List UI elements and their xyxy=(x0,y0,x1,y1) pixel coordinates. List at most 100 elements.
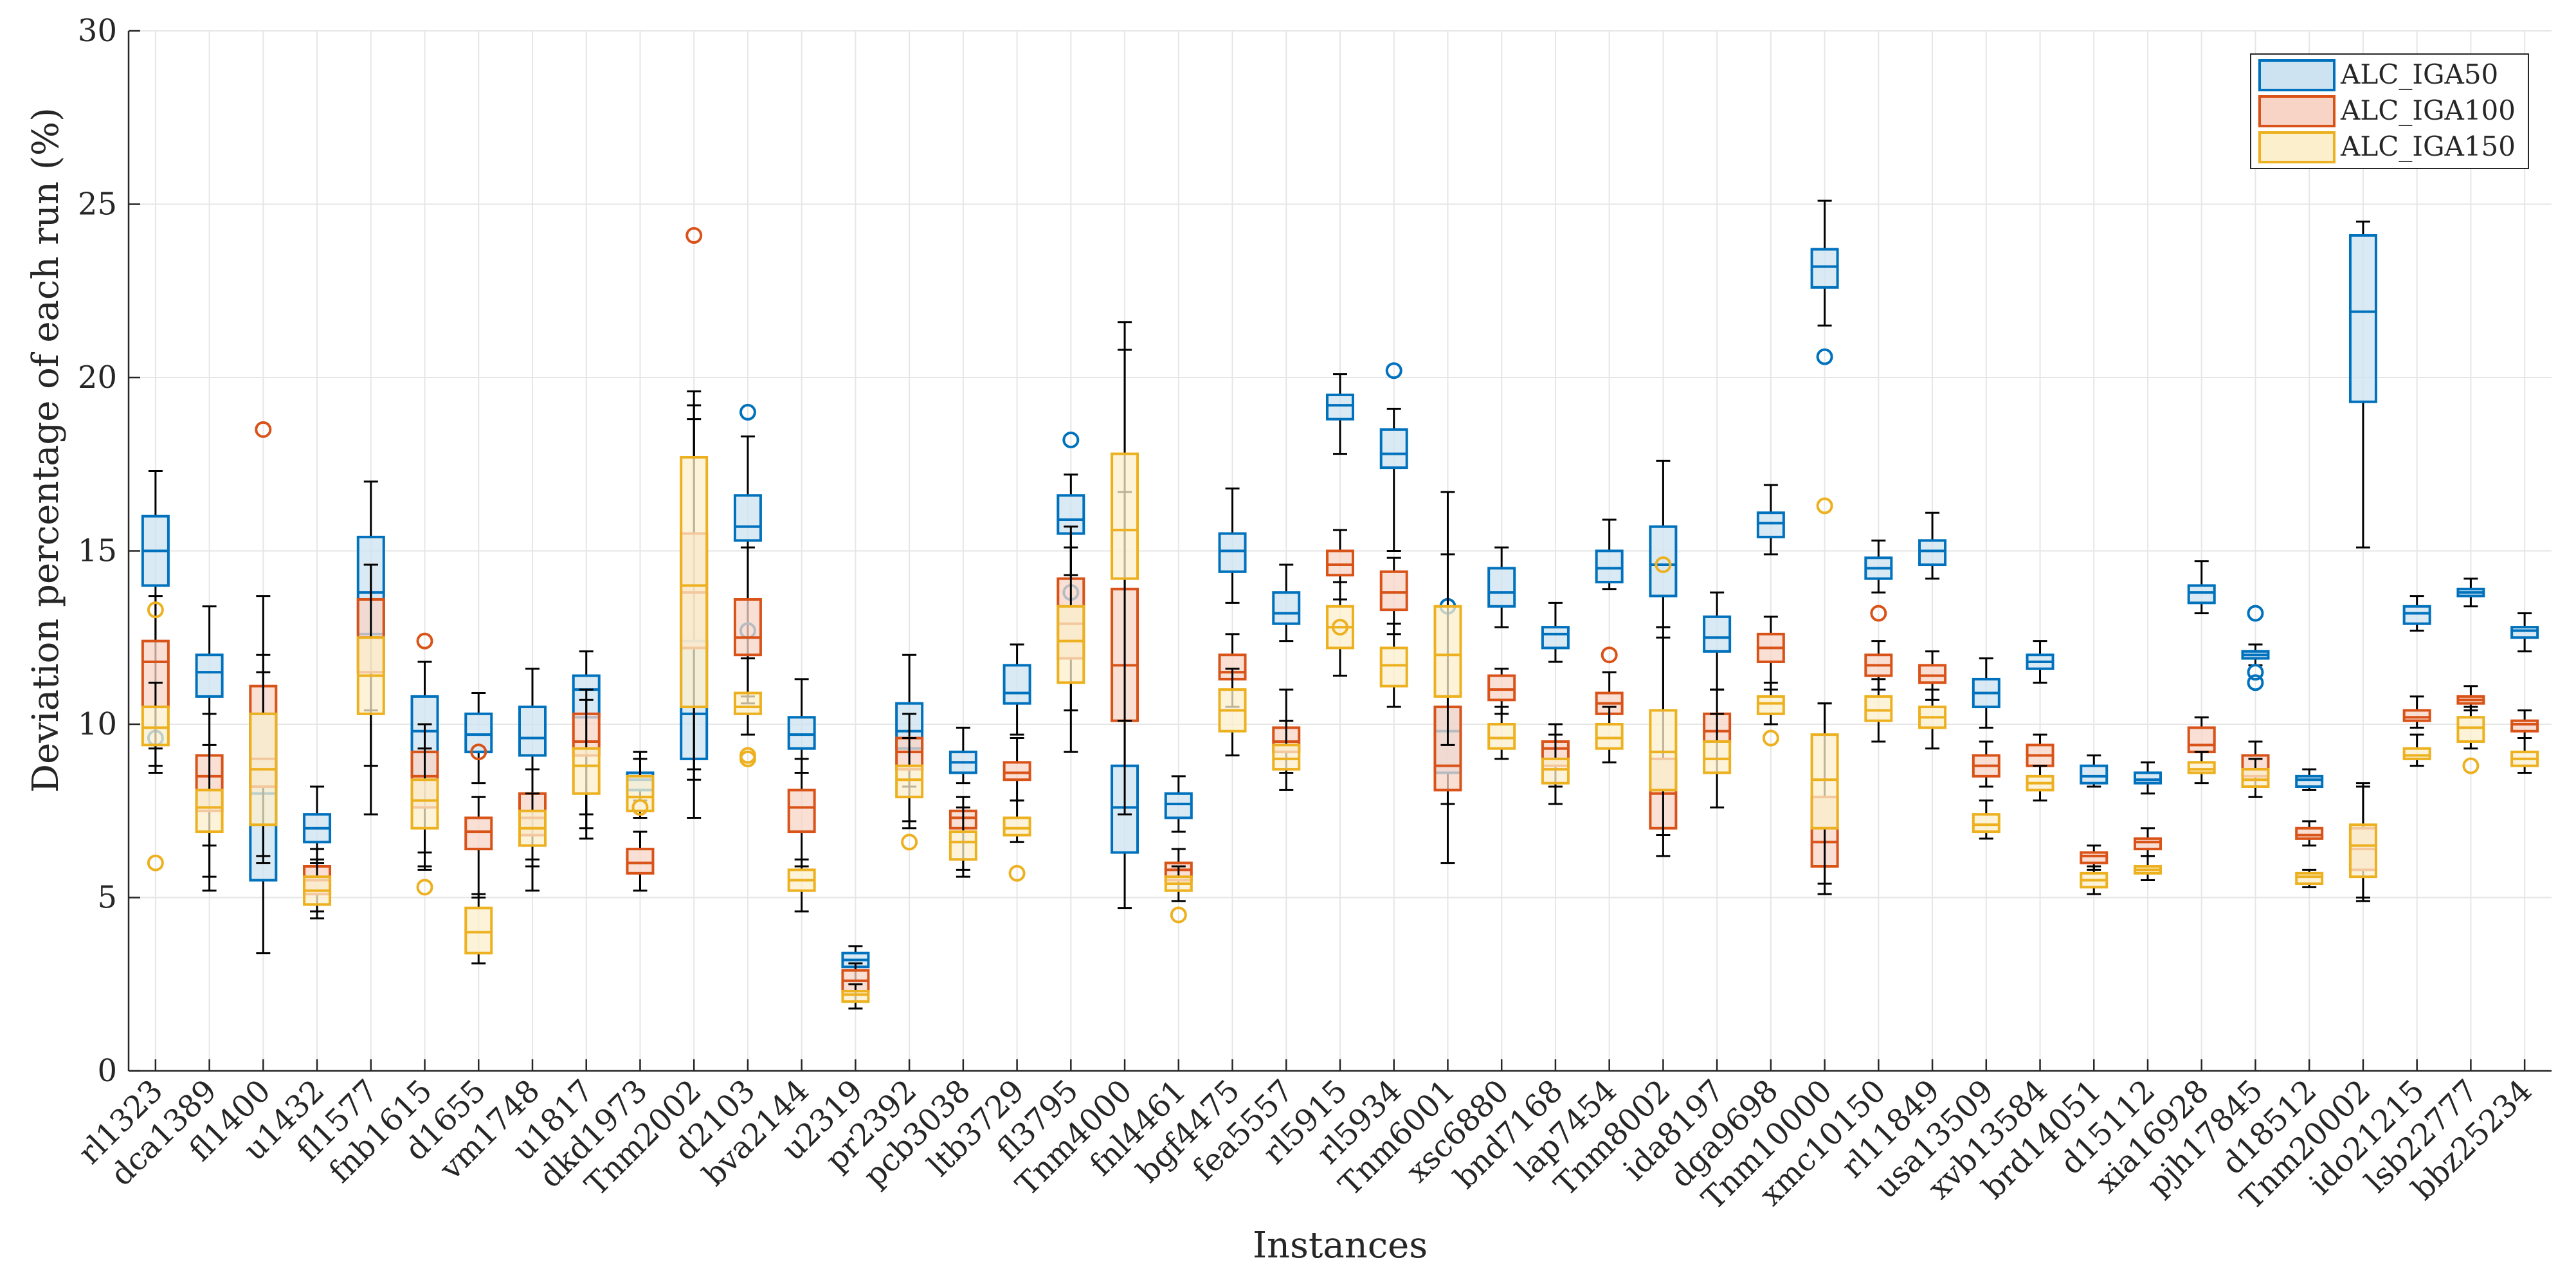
box xyxy=(2348,823,2377,879)
box xyxy=(1756,511,1785,538)
outlier-point xyxy=(1762,729,1779,747)
outlier-point xyxy=(1170,906,1187,924)
box xyxy=(2080,851,2109,864)
legend-label-iga150: ALC_IGA150 xyxy=(2340,131,2516,162)
outlier-point xyxy=(2247,664,2264,681)
box xyxy=(787,716,816,750)
box xyxy=(2187,761,2216,774)
outlier-point xyxy=(685,227,703,244)
box xyxy=(2241,768,2270,789)
outlier-point xyxy=(2247,605,2264,622)
box xyxy=(626,774,655,812)
box xyxy=(572,747,601,795)
outlier-point xyxy=(1655,556,1672,574)
outlier-point xyxy=(147,601,164,619)
legend: ALC_IGA50 ALC_IGA100 ALC_IGA150 xyxy=(2250,53,2529,169)
box xyxy=(1864,695,1893,722)
box xyxy=(518,706,547,757)
legend-label-iga100: ALC_IGA100 xyxy=(2340,95,2516,126)
outlier-point xyxy=(470,744,487,761)
box xyxy=(1272,744,1301,771)
box xyxy=(2295,872,2324,885)
box xyxy=(1487,674,1516,702)
y-tick-label: 0 xyxy=(97,1053,117,1089)
box xyxy=(948,830,977,861)
box xyxy=(464,906,493,954)
box xyxy=(464,816,493,851)
legend-label-iga50: ALC_IGA50 xyxy=(2340,59,2498,90)
box xyxy=(787,789,816,834)
box xyxy=(2295,826,2324,840)
box xyxy=(2134,837,2162,851)
box xyxy=(1164,792,1193,819)
outlier-point xyxy=(631,799,649,816)
box xyxy=(2402,747,2431,760)
box xyxy=(2134,771,2162,785)
box xyxy=(1756,695,1785,715)
box xyxy=(1918,539,1947,567)
box xyxy=(2295,774,2324,789)
box xyxy=(1703,740,1732,774)
box xyxy=(1379,646,1408,688)
box xyxy=(1002,761,1031,781)
box xyxy=(1218,532,1247,573)
y-tick-label: 10 xyxy=(78,706,117,742)
outlier-point xyxy=(1601,646,1618,664)
outlier-point xyxy=(739,403,756,421)
box xyxy=(1111,452,1139,580)
y-axis-title: Deviation percentage of each run (%) xyxy=(25,107,67,793)
box xyxy=(733,598,762,657)
box xyxy=(1002,664,1031,705)
box xyxy=(2510,626,2539,639)
box xyxy=(1595,549,1624,584)
legend-swatch-iga100 xyxy=(2258,95,2336,127)
box xyxy=(1326,393,1354,421)
outlier-point xyxy=(255,421,272,438)
box xyxy=(2348,234,2377,403)
box xyxy=(1541,757,1570,785)
x-axis-title: Instances xyxy=(1253,1225,1428,1266)
outlier-point xyxy=(1816,497,1833,515)
y-tick-label: 25 xyxy=(78,187,117,223)
box xyxy=(410,778,439,830)
box xyxy=(2080,764,2109,785)
box xyxy=(1918,664,1947,684)
box xyxy=(195,653,224,698)
outlier-point xyxy=(1332,619,1348,636)
box xyxy=(1810,248,1839,289)
box xyxy=(1703,615,1732,653)
box xyxy=(1649,709,1678,792)
box xyxy=(2402,605,2431,625)
box xyxy=(680,455,709,709)
outlier-point xyxy=(147,854,164,872)
box xyxy=(464,712,493,754)
box xyxy=(2402,709,2431,722)
outlier-point xyxy=(416,879,433,896)
box xyxy=(1379,570,1408,612)
box xyxy=(1326,549,1354,577)
box xyxy=(626,848,655,875)
box xyxy=(2187,584,2216,605)
box xyxy=(1433,605,1462,698)
outlier-point xyxy=(1008,864,1026,882)
legend-swatch-iga150 xyxy=(2258,131,2336,163)
outlier-point xyxy=(1385,362,1402,379)
outlier-point xyxy=(901,834,918,851)
box xyxy=(1972,813,2000,834)
box xyxy=(141,706,170,747)
y-tick-label: 15 xyxy=(78,533,117,569)
y-tick-label: 30 xyxy=(78,13,117,49)
outlier-point xyxy=(416,632,433,650)
box xyxy=(195,789,224,834)
box xyxy=(2456,716,2485,743)
outlier-point xyxy=(1816,348,1833,365)
box xyxy=(733,494,762,542)
box xyxy=(1541,626,1570,650)
y-tick-label: 20 xyxy=(78,360,117,396)
box xyxy=(1595,723,1624,750)
box xyxy=(733,691,762,715)
box xyxy=(1379,428,1408,470)
box xyxy=(841,990,870,1003)
